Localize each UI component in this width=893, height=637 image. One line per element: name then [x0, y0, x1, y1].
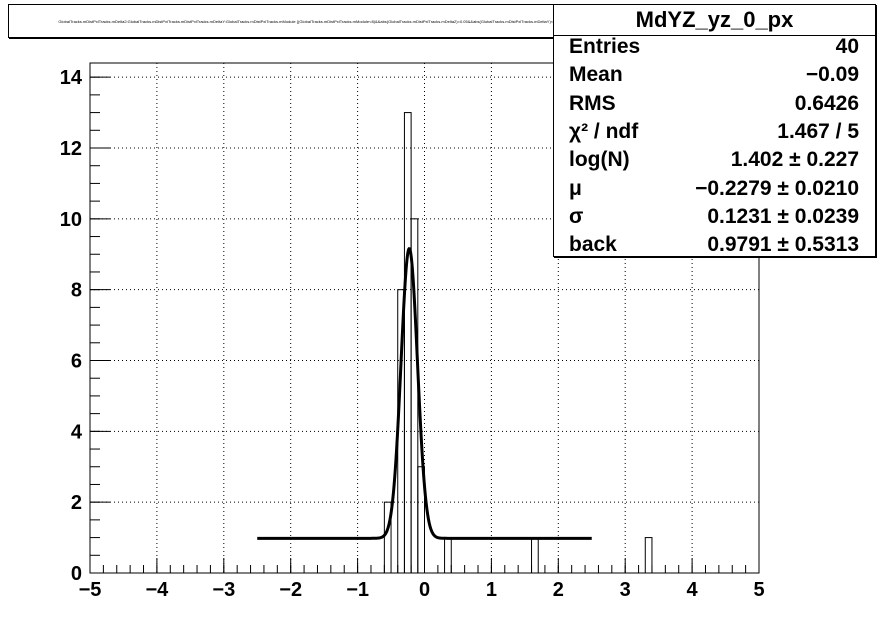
y-tick-label: 6 — [71, 351, 82, 373]
histogram-bar — [644, 537, 653, 574]
stats-value: 40 — [835, 35, 859, 58]
stats-label: Entries — [569, 35, 641, 58]
stats-row: RMS 0.6426 — [569, 92, 859, 120]
stats-row: μ −0.2279 ± 0.0210 — [569, 177, 859, 205]
stats-value: 0.6426 — [794, 92, 859, 115]
plot-title-box: GlobalTracks.mDistPxlTracks.mDelta2:Glob… — [8, 4, 634, 38]
fit-curve-line — [257, 247, 592, 540]
stats-label: σ — [569, 205, 584, 228]
axis-ticks — [89, 76, 760, 574]
x-tick-label: −4 — [145, 579, 169, 601]
fit-curve — [257, 247, 592, 540]
x-tick-label: −1 — [346, 579, 369, 601]
x-tick-label: −5 — [79, 579, 102, 601]
y-tick-label: 12 — [60, 138, 82, 160]
stats-value: 1.467 / 5 — [777, 120, 859, 143]
stats-value: 1.402 ± 0.227 — [730, 148, 859, 171]
x-tick-label: 2 — [553, 579, 564, 601]
stats-value: −0.2279 ± 0.0210 — [695, 177, 859, 200]
x-tick-label: −2 — [279, 579, 302, 601]
y-tick-label: 8 — [71, 280, 82, 302]
stats-row: log(N) 1.402 ± 0.227 — [569, 148, 859, 176]
y-tick-label: 0 — [71, 563, 82, 585]
y-tick-labels: 0 2 4 6 8 10 12 14 — [60, 67, 83, 585]
stats-row: back 0.9791 ± 0.5313 — [569, 233, 859, 261]
y-tick-label: 4 — [71, 421, 83, 443]
x-tick-label: 5 — [753, 579, 764, 601]
y-tick-label: 14 — [60, 67, 83, 89]
plot-title: GlobalTracks.mDistPxlTracks.mDelta2:Glob… — [58, 18, 584, 24]
x-tick-label: 0 — [419, 579, 430, 601]
stats-row: σ 0.1231 ± 0.0239 — [569, 205, 859, 233]
stats-row: Mean −0.09 — [569, 63, 859, 91]
stats-row: χ² / ndf 1.467 / 5 — [569, 120, 859, 148]
y-tick-label: 10 — [60, 209, 82, 231]
stats-label: μ — [569, 177, 582, 200]
stats-label: Mean — [569, 63, 623, 86]
x-tick-label: −3 — [212, 579, 235, 601]
stats-value: 0.1231 ± 0.0239 — [707, 205, 859, 228]
stats-row: Entries 40 — [569, 35, 859, 63]
histogram-bar — [383, 501, 392, 574]
stats-value: 0.9791 ± 0.5313 — [707, 233, 859, 256]
x-tick-label: 4 — [687, 579, 699, 601]
histogram-bar — [417, 466, 425, 574]
stats-value: −0.09 — [805, 63, 859, 86]
x-tick-labels: −5 −4 −3 −2 −1 0 1 2 3 4 5 — [79, 579, 765, 601]
stats-label: χ² / ndf — [569, 120, 639, 143]
stats-label: log(N) — [569, 148, 630, 171]
stats-box: MdYZ_yz_0_px Entries 40 Mean −0.09 RMS 0.6426… — [553, 4, 876, 257]
x-tick-label: 3 — [620, 579, 631, 601]
stats-label: RMS — [569, 92, 616, 115]
stats-label: back — [569, 233, 617, 256]
y-tick-label: 2 — [71, 492, 82, 514]
stats-histogram-name: MdYZ_yz_0_px — [554, 5, 875, 36]
x-tick-label: 1 — [486, 579, 497, 601]
